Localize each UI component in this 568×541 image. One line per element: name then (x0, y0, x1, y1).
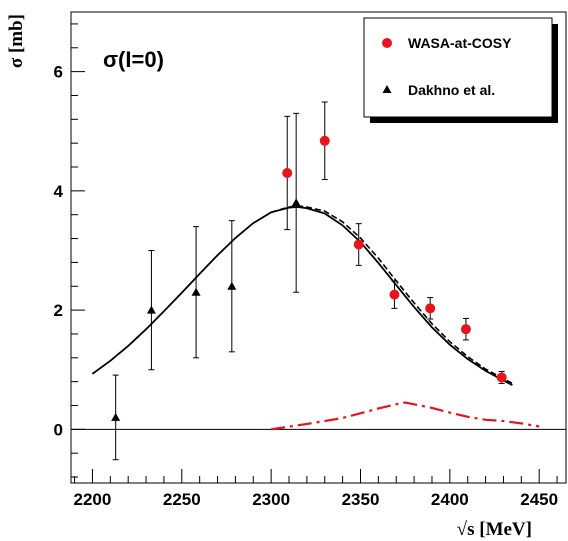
legend-label-dakhno: Dakhno et al. (408, 82, 495, 98)
data-point-wasa (460, 324, 471, 335)
chart-title: σ(I=0) (103, 47, 164, 72)
y-tick-label: 4 (54, 182, 64, 201)
data-point-dakhno (291, 198, 301, 207)
data-point-wasa (389, 289, 400, 300)
y-axis-label: σ [mb] (6, 14, 27, 68)
fit-curve-dashed (270, 204, 513, 385)
data-points-group (111, 101, 507, 461)
data-point-dakhno (191, 287, 201, 296)
y-tick-label: 2 (54, 301, 63, 320)
curves-group (91, 204, 540, 431)
fit-curve-solid (91, 206, 513, 386)
y-tick-label: 0 (54, 420, 63, 439)
x-tick-label: 2350 (342, 490, 380, 509)
x-axis-label: √s [MeV] (457, 519, 532, 540)
data-point-wasa (353, 239, 364, 250)
data-point-wasa (496, 372, 507, 383)
data-point-dakhno (146, 305, 156, 314)
legend-marker-dakhno (382, 85, 392, 93)
data-point-dakhno (227, 281, 237, 290)
x-tick-label: 2400 (431, 490, 469, 509)
x-tick-label: 2300 (252, 490, 290, 509)
legend-marker-wasa (382, 38, 392, 48)
data-point-dakhno (111, 412, 121, 421)
legend-label-wasa: WASA-at-COSY (408, 35, 512, 51)
y-tick-label: 6 (54, 63, 63, 82)
x-tick-label: 2200 (74, 490, 112, 509)
axes-group: 2200 2250 2300 2350 2400 2450 0 2 4 6 (54, 23, 558, 509)
x-tick-label: 2450 (520, 490, 558, 509)
legend-box (363, 17, 553, 118)
x-tick-label: 2250 (163, 490, 201, 509)
data-point-wasa (425, 303, 436, 314)
curve-dash-dot (270, 401, 540, 431)
legend: WASA-at-COSY Dakhno et al. (363, 17, 558, 123)
data-point-wasa (319, 135, 330, 146)
data-point-wasa (282, 167, 293, 178)
